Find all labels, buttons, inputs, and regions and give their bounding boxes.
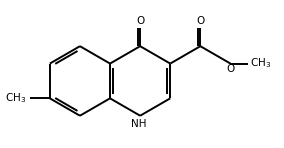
- Text: CH$_3$: CH$_3$: [250, 57, 271, 70]
- Text: O: O: [136, 16, 144, 26]
- Text: CH$_3$: CH$_3$: [5, 91, 26, 105]
- Text: NH: NH: [131, 119, 146, 129]
- Text: O: O: [196, 16, 204, 26]
- Text: O: O: [226, 64, 235, 74]
